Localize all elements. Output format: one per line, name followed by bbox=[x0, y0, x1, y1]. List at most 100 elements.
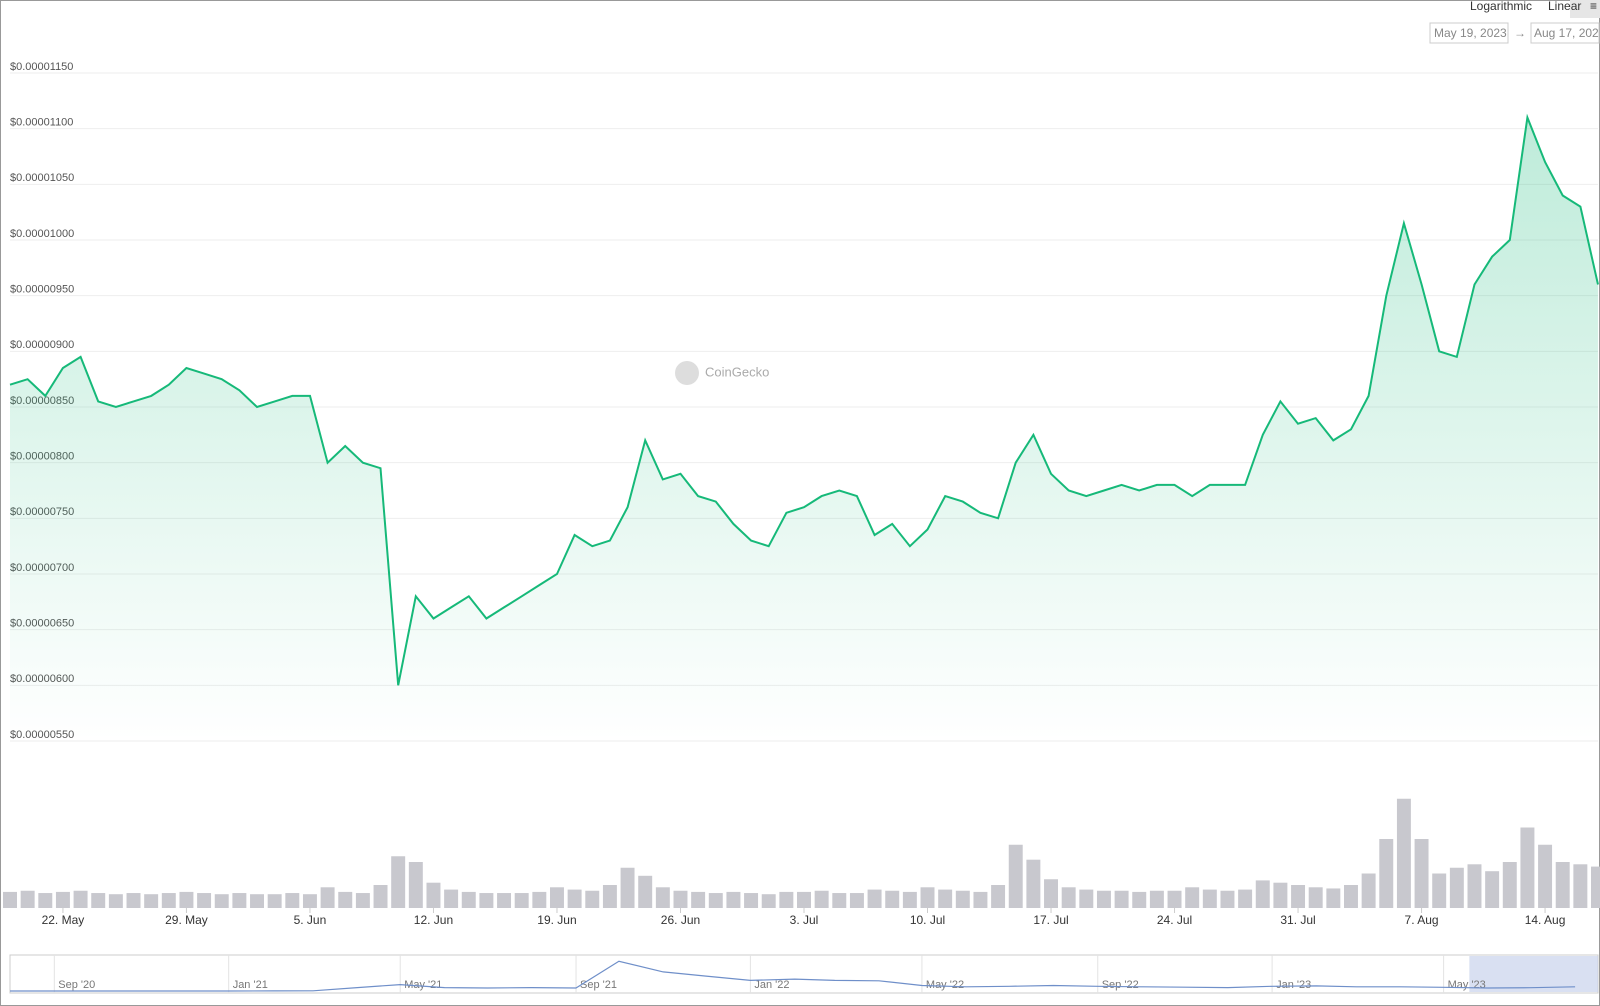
volume-bar bbox=[232, 893, 247, 908]
volume-bar bbox=[708, 893, 723, 908]
navigator-label: Sep '20 bbox=[58, 979, 95, 991]
volume-bar bbox=[1185, 887, 1200, 908]
x-tick-label: 26. Jun bbox=[661, 913, 700, 927]
menu-icon[interactable]: ≡ bbox=[1590, 0, 1597, 13]
volume-bar bbox=[1132, 891, 1147, 908]
volume-bar bbox=[1502, 862, 1517, 908]
x-tick-label: 22. May bbox=[42, 913, 85, 927]
volume-bar bbox=[197, 893, 212, 908]
volume-bar bbox=[673, 890, 688, 908]
navigator-label: May '22 bbox=[926, 979, 964, 991]
log-button[interactable]: Logarithmic bbox=[1470, 0, 1532, 13]
volume-bar bbox=[567, 889, 582, 908]
volume-bar bbox=[1114, 890, 1129, 908]
volume-bar bbox=[1096, 890, 1111, 908]
volume-bar bbox=[497, 893, 512, 908]
volume-bar bbox=[1167, 890, 1182, 908]
volume-bar bbox=[426, 882, 441, 908]
volume-bar bbox=[338, 891, 353, 908]
volume-bar bbox=[532, 891, 547, 908]
volume-bar bbox=[779, 891, 794, 908]
volume-bar bbox=[1044, 879, 1059, 908]
volume-bar bbox=[1449, 867, 1464, 908]
x-tick-label: 31. Jul bbox=[1280, 913, 1315, 927]
x-tick-label: 29. May bbox=[165, 913, 208, 927]
volume-bar bbox=[126, 893, 141, 908]
navigator-label: Sep '22 bbox=[1102, 979, 1139, 991]
navigator-label: Jan '21 bbox=[233, 979, 268, 991]
x-tick-label: 14. Aug bbox=[1525, 913, 1566, 927]
navigator-line bbox=[10, 960, 1576, 992]
linear-button[interactable]: Linear bbox=[1548, 0, 1581, 13]
volume-bar bbox=[638, 875, 653, 908]
volume-bar bbox=[144, 894, 159, 908]
volume-bar bbox=[885, 890, 900, 908]
volume-bar bbox=[1573, 864, 1588, 908]
volume-bar bbox=[1485, 871, 1500, 908]
y-tick-label: $0.00000900 bbox=[10, 339, 74, 351]
x-tick-label: 5. Jun bbox=[294, 913, 327, 927]
volume-bar bbox=[214, 894, 229, 908]
from-date-box[interactable] bbox=[1429, 22, 1509, 44]
volume-bar bbox=[1238, 889, 1253, 908]
volume-bar bbox=[20, 890, 35, 908]
navigator-selection bbox=[1469, 956, 1598, 992]
y-tick-label: $0.00000950 bbox=[10, 284, 74, 296]
volume-bar bbox=[55, 891, 70, 908]
volume-bar bbox=[285, 893, 300, 908]
volume-bar bbox=[1008, 844, 1023, 908]
volume-bar bbox=[1343, 885, 1358, 908]
volume-bar bbox=[1326, 888, 1341, 908]
volume-bar bbox=[1255, 880, 1270, 908]
volume-bar bbox=[1061, 887, 1076, 908]
volume-bar bbox=[267, 894, 282, 908]
volume-bar bbox=[938, 889, 953, 908]
date-arrow: → bbox=[1514, 26, 1526, 40]
volume-bar bbox=[73, 890, 88, 908]
linear-button-bg[interactable] bbox=[1570, 0, 1600, 18]
volume-bar bbox=[461, 891, 476, 908]
y-tick-label: $0.00001000 bbox=[10, 228, 74, 240]
x-tick-label: 7. Aug bbox=[1405, 913, 1439, 927]
volume-bar bbox=[3, 891, 17, 908]
volume-bar bbox=[991, 885, 1006, 908]
x-tick-label: 17. Jul bbox=[1033, 913, 1068, 927]
x-tick-label: 3. Jul bbox=[790, 913, 819, 927]
watermark: CoinGecko bbox=[705, 364, 769, 379]
volume-bar bbox=[108, 894, 123, 908]
volume-bar bbox=[302, 894, 317, 908]
to-date-box[interactable] bbox=[1530, 22, 1600, 44]
volume-bar bbox=[1079, 889, 1094, 908]
from-date[interactable]: May 19, 2023 bbox=[1434, 26, 1507, 40]
volume-bar bbox=[1432, 873, 1447, 908]
volume-bar bbox=[479, 893, 494, 908]
volume-bar bbox=[250, 894, 265, 908]
volume-bar bbox=[91, 893, 106, 908]
volume-bar bbox=[1361, 873, 1376, 908]
volume-bar bbox=[655, 887, 670, 908]
navigator-label: May '23 bbox=[1448, 979, 1486, 991]
x-tick-label: 12. Jun bbox=[414, 913, 453, 927]
navigator-label: Sep '21 bbox=[580, 979, 617, 991]
to-date[interactable]: Aug 17, 202 bbox=[1534, 26, 1599, 40]
x-tick-label: 10. Jul bbox=[910, 913, 945, 927]
volume-bar bbox=[1379, 839, 1394, 908]
volume-bar bbox=[1220, 890, 1235, 908]
volume-bar bbox=[355, 893, 370, 908]
y-tick-label: $0.00001150 bbox=[10, 61, 73, 73]
volume-bar bbox=[867, 889, 882, 908]
volume-bar bbox=[408, 862, 423, 908]
volume-bar bbox=[797, 891, 811, 908]
volume-bar bbox=[1308, 887, 1323, 908]
volume-bar bbox=[1273, 882, 1288, 908]
volume-bar bbox=[920, 887, 935, 908]
volume-bar bbox=[602, 885, 617, 908]
volume-bar bbox=[1149, 890, 1164, 908]
price-line bbox=[9, 113, 1599, 686]
watermark-logo bbox=[675, 361, 699, 385]
volume-bar bbox=[973, 891, 988, 908]
volume-bar bbox=[179, 891, 194, 908]
volume-bar bbox=[902, 891, 917, 908]
y-tick-label: $0.00001050 bbox=[10, 172, 74, 184]
